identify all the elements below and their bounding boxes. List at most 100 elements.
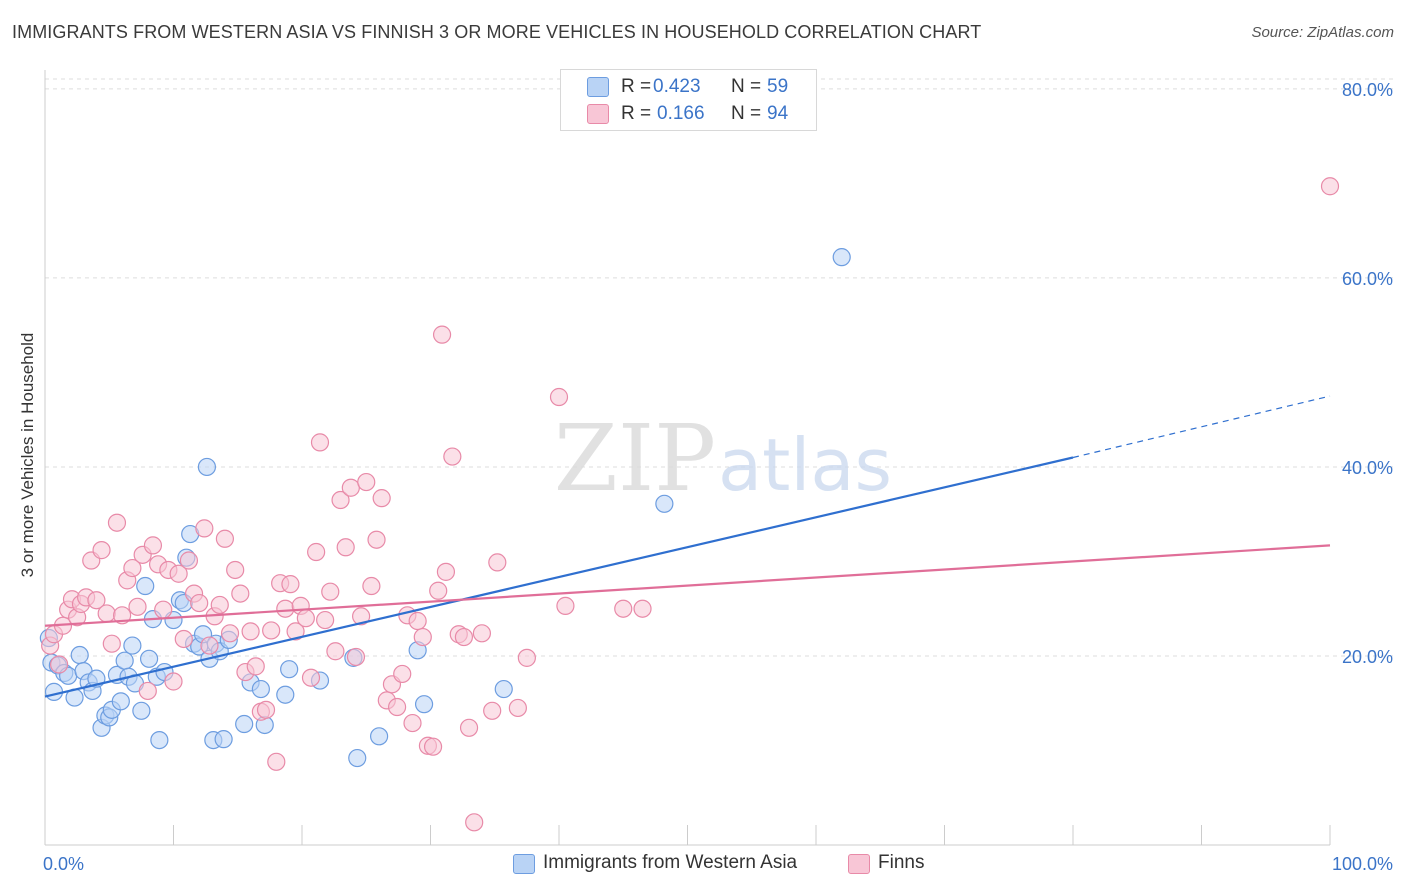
y-tick-label: 20.0% bbox=[1342, 647, 1393, 667]
point-finns bbox=[256, 700, 276, 719]
legend-label: Immigrants from Western Asia bbox=[543, 852, 798, 873]
tick-labels: 20.0% 40.0% 60.0% 80.0% 0.0% 100.0% bbox=[43, 80, 1393, 874]
stats-swatch-finns bbox=[587, 104, 609, 124]
point-finns bbox=[310, 433, 330, 452]
source-credit: Source: ZipAtlas.com bbox=[1251, 24, 1394, 41]
point-finns bbox=[154, 600, 173, 619]
point-finns bbox=[286, 622, 305, 641]
point-western-asia bbox=[150, 730, 169, 750]
point-finns bbox=[346, 647, 366, 667]
point-finns bbox=[459, 718, 479, 737]
point-finns bbox=[220, 624, 240, 643]
point-finns bbox=[336, 538, 355, 557]
point-finns bbox=[174, 629, 193, 649]
point-finns bbox=[316, 610, 335, 630]
point-finns bbox=[429, 581, 448, 600]
point-finns bbox=[123, 558, 142, 578]
point-finns bbox=[432, 325, 452, 344]
point-western-asia bbox=[123, 636, 142, 655]
watermark-zip: ZIP bbox=[554, 405, 716, 512]
point-finns bbox=[1320, 177, 1340, 196]
point-finns bbox=[267, 752, 286, 771]
n-value: 59 bbox=[767, 76, 789, 97]
point-western-asia bbox=[832, 248, 851, 267]
point-finns bbox=[296, 609, 315, 628]
point-western-asia bbox=[136, 576, 155, 596]
point-finns bbox=[241, 622, 260, 641]
point-finns bbox=[387, 697, 407, 717]
stats-swatch-western-asia bbox=[587, 77, 609, 97]
point-finns bbox=[226, 560, 245, 580]
point-finns bbox=[367, 530, 386, 549]
point-finns bbox=[190, 593, 209, 613]
point-finns bbox=[307, 542, 326, 562]
point-finns bbox=[517, 648, 536, 667]
point-western-asia bbox=[276, 685, 295, 704]
point-finns bbox=[164, 672, 183, 691]
point-finns bbox=[393, 664, 412, 684]
r-label: R = bbox=[621, 103, 652, 124]
data-points bbox=[39, 177, 1340, 832]
n-label: N = bbox=[731, 103, 762, 124]
point-finns bbox=[102, 634, 121, 653]
correlation-stats-box: R = 0.423 N = 59 R = 0.166 N = 94 bbox=[560, 69, 817, 131]
point-finns bbox=[436, 562, 456, 581]
point-western-asia bbox=[348, 748, 367, 768]
point-finns bbox=[321, 582, 340, 601]
gridlines bbox=[45, 78, 1393, 657]
point-western-asia bbox=[414, 695, 434, 714]
point-western-asia bbox=[655, 494, 674, 513]
point-finns bbox=[372, 489, 391, 508]
point-western-asia bbox=[280, 660, 299, 679]
point-finns bbox=[97, 604, 116, 623]
point-finns bbox=[107, 513, 127, 532]
point-western-asia bbox=[111, 692, 130, 711]
point-finns bbox=[143, 536, 163, 555]
r-value: 0.166 bbox=[657, 103, 705, 124]
chart-title: IMMIGRANTS FROM WESTERN ASIA VS FINNISH … bbox=[12, 22, 982, 42]
point-western-asia bbox=[132, 701, 151, 720]
point-finns bbox=[169, 564, 188, 583]
point-finns bbox=[614, 599, 633, 618]
point-finns bbox=[549, 387, 569, 407]
y-tick-label: 40.0% bbox=[1342, 458, 1393, 478]
point-finns bbox=[301, 668, 321, 687]
trend-lines bbox=[44, 395, 1331, 698]
point-finns bbox=[231, 584, 250, 603]
y-tick-label: 80.0% bbox=[1342, 80, 1393, 100]
point-finns bbox=[465, 813, 484, 832]
axes bbox=[44, 70, 1331, 846]
point-finns bbox=[262, 621, 281, 640]
n-value: 94 bbox=[767, 103, 789, 124]
point-western-asia bbox=[44, 682, 64, 701]
point-finns bbox=[92, 541, 111, 560]
point-western-asia bbox=[115, 651, 134, 670]
point-finns bbox=[138, 681, 157, 701]
point-finns bbox=[195, 519, 214, 538]
point-finns bbox=[633, 599, 652, 618]
point-finns bbox=[215, 529, 234, 548]
point-finns bbox=[508, 698, 527, 718]
point-finns bbox=[87, 591, 106, 610]
point-finns bbox=[326, 642, 345, 661]
point-western-asia bbox=[197, 457, 217, 477]
x-tick-label: 0.0% bbox=[43, 854, 84, 874]
point-finns bbox=[472, 624, 491, 643]
point-western-asia bbox=[494, 679, 513, 699]
point-finns bbox=[362, 576, 381, 596]
n-label: N = bbox=[731, 76, 762, 97]
point-western-asia bbox=[370, 727, 389, 746]
point-finns bbox=[341, 478, 360, 497]
x-tick-label: 100.0% bbox=[1332, 854, 1393, 874]
point-finns bbox=[246, 657, 265, 676]
point-western-asia bbox=[139, 649, 159, 668]
point-finns bbox=[357, 472, 376, 492]
point-western-asia bbox=[70, 645, 89, 665]
point-finns bbox=[408, 611, 427, 631]
point-finns bbox=[443, 447, 462, 466]
point-western-asia bbox=[214, 730, 233, 749]
legend-swatch-finns bbox=[848, 854, 870, 874]
point-finns bbox=[179, 551, 199, 570]
legend-label: Finns bbox=[878, 852, 925, 873]
